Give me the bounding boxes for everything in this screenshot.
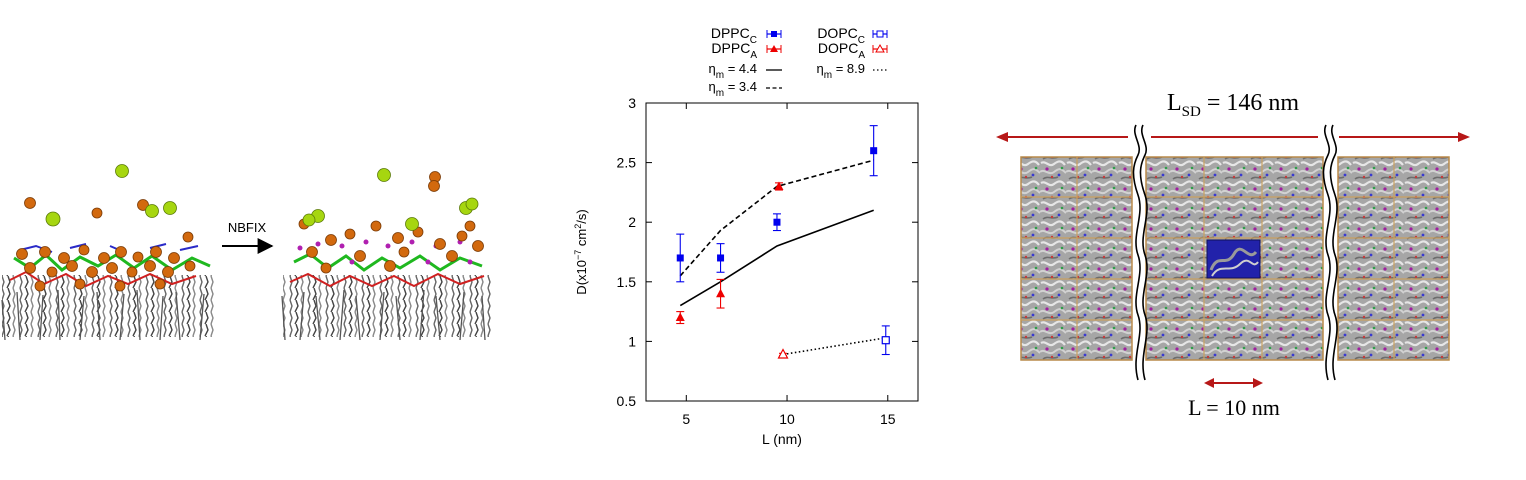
point-marker: [773, 218, 781, 226]
series-line-6: [782, 337, 886, 356]
data-point-series-0: [772, 213, 781, 232]
legend-label-dppc-c: DPPCC: [711, 25, 757, 46]
y-tick-label: 3: [628, 95, 636, 111]
point-marker: [777, 348, 789, 359]
legend-label-dopc-c: DOPCC: [817, 25, 865, 46]
legend-item-eta-4-4: ηm = 4.4: [709, 61, 782, 81]
y-tick-label: 0.5: [617, 393, 637, 409]
simulation-box-panel: LSD = 146 nm L = 10 nm: [996, 90, 1470, 420]
membrane-after: [281, 168, 491, 341]
series-line-4: [679, 209, 874, 307]
y-axis-label: D(x10−7 cm2/s): [573, 209, 589, 294]
membrane-before: [1, 164, 214, 341]
series-line-5: [679, 159, 874, 277]
legend-item-dopc-a: DOPCA: [818, 40, 888, 61]
point-marker: [881, 336, 890, 345]
diffusion-chart: 0.5 1 1.5 2 2.5 3 5 10 15 L (nm) D(x10−7 cm2/s)…: [573, 25, 919, 447]
counterions-after: [302, 168, 479, 231]
data-point-series-1: [675, 311, 685, 325]
data-point-series-1: [716, 278, 726, 309]
lipid-tails-after: [283, 275, 491, 337]
legend-marker-dopc-c: [876, 30, 884, 38]
data-point-series-2: [881, 325, 890, 356]
point-marker: [676, 254, 684, 262]
legend-label-eta-8-9: ηm = 8.9: [817, 61, 865, 81]
lipid-tile-grid-left: [1020, 156, 1133, 361]
legend-item-dppc-a: DPPCA: [711, 40, 782, 61]
legend-marker-dppc-a: [770, 45, 778, 52]
point-marker: [774, 181, 784, 190]
data-point-series-0: [869, 125, 878, 177]
data-point-series-1: [774, 181, 784, 191]
x-tick-label: 15: [880, 411, 896, 427]
ions-before: [16, 197, 196, 292]
data-points: [675, 125, 890, 359]
plot-frame: [645, 102, 919, 402]
ions-after: [298, 171, 484, 274]
y-tick-label: 1.5: [617, 274, 637, 290]
legend-label-eta-4-4: ηm = 4.4: [709, 61, 757, 81]
legend-label-dppc-a: DPPCA: [711, 40, 757, 61]
model-lines: [679, 159, 886, 356]
data-point-series-0: [676, 233, 685, 283]
nbfix-label: NBFIX: [228, 220, 267, 235]
chart-legend: DPPCC DPPCA ηm = 4.4 ηm = 3.4: [709, 25, 889, 99]
x-axis-label: L (nm): [762, 431, 802, 447]
data-point-series-0: [716, 243, 725, 273]
legend-item-eta-3-4: ηm = 3.4: [709, 79, 782, 99]
unit-length-label: L = 10 nm: [1188, 395, 1280, 420]
lipid-tails-before: [2, 275, 214, 337]
y-tick-label: 2.5: [617, 155, 637, 171]
top-length-arrow: [996, 132, 1470, 142]
y-axis: 0.5 1 1.5 2 2.5 3: [617, 95, 918, 409]
point-marker: [717, 254, 725, 262]
x-tick-label: 10: [779, 411, 795, 427]
x-tick-label: 5: [682, 411, 690, 427]
y-tick-label: 1: [628, 333, 636, 349]
lipid-tile-grid-center: [1145, 156, 1324, 361]
legend-label-eta-3-4: ηm = 3.4: [709, 79, 757, 99]
legend-label-dopc-a: DOPCA: [818, 40, 865, 61]
data-point-series-3: [777, 348, 789, 359]
system-length-label: LSD = 146 nm: [1167, 90, 1299, 120]
lipid-tile-grid-right: [1337, 156, 1450, 361]
lipid-headgroups-after: [289, 239, 485, 288]
x-axis: 5 10 15: [682, 103, 896, 427]
legend-item-dppc-c: DPPCC: [711, 25, 782, 46]
axis-break-marks: [1132, 124, 1338, 381]
counterions-before: [45, 164, 177, 227]
nbfix-arrow: NBFIX: [222, 220, 274, 254]
legend-item-dopc-c: DOPCC: [817, 25, 888, 46]
legend-item-eta-8-9: ηm = 8.9: [817, 61, 889, 81]
point-marker: [675, 312, 685, 322]
point-marker: [870, 147, 878, 155]
legend-marker-dopc-a: [875, 43, 885, 53]
legend-marker-dppc-c: [771, 31, 777, 37]
y-tick-label: 2: [628, 214, 636, 230]
point-marker: [716, 288, 726, 298]
unit-length-arrow: [1204, 378, 1263, 388]
